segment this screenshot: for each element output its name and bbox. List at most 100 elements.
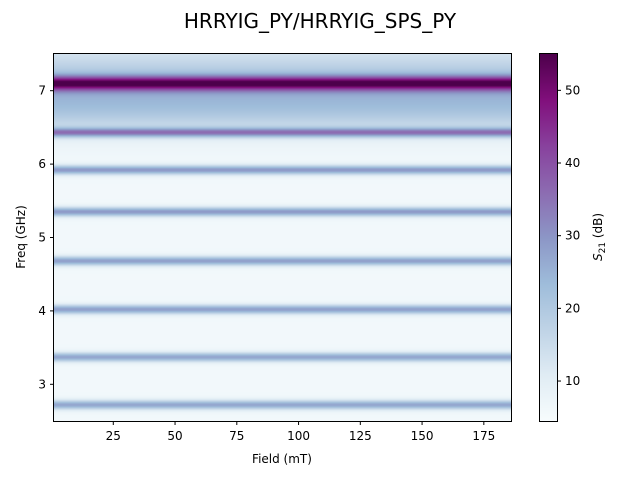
- heatmap-row: [54, 326, 511, 328]
- colorbar-cell: [540, 377, 557, 379]
- colorbar-cell: [540, 363, 557, 365]
- colorbar-cell: [540, 177, 557, 179]
- heatmap-row: [54, 206, 511, 208]
- colorbar-cell: [540, 56, 557, 58]
- heatmap-row: [54, 136, 511, 138]
- colorbar-cell: [540, 164, 557, 166]
- colorbar-cell: [540, 389, 557, 391]
- heatmap-row: [54, 372, 511, 374]
- heatmap-row: [54, 215, 511, 217]
- colorbar-tick-label: 50: [565, 83, 580, 97]
- heatmap-row: [54, 309, 511, 311]
- heatmap-row: [54, 93, 511, 95]
- heatmap-row: [54, 355, 511, 357]
- colorbar-cell: [540, 354, 557, 356]
- heatmap-row: [54, 250, 511, 252]
- x-tick-label: 100: [287, 429, 310, 443]
- heatmap-row: [54, 236, 511, 238]
- colorbar-label: S21 (dB): [591, 213, 608, 261]
- colorbar-cell: [540, 397, 557, 399]
- heatmap-row: [54, 366, 511, 368]
- colorbar-cell: [540, 255, 557, 257]
- heatmap-row: [54, 323, 511, 325]
- colorbar-cell: [540, 227, 557, 229]
- colorbar-cell: [540, 226, 557, 228]
- heatmap-row: [54, 387, 511, 389]
- colorbar-cell: [540, 106, 557, 108]
- colorbar-cell: [540, 198, 557, 200]
- colorbar-cell: [540, 183, 557, 185]
- colorbar-cell: [540, 191, 557, 193]
- colorbar-tick-label: 40: [565, 156, 580, 170]
- heatmap-row: [54, 358, 511, 360]
- colorbar-cell: [540, 370, 557, 372]
- colorbar-cell: [540, 272, 557, 274]
- heatmap-row: [54, 117, 511, 119]
- colorbar-cell: [540, 261, 557, 263]
- colorbar-cell: [540, 352, 557, 354]
- colorbar-cell: [540, 151, 557, 153]
- colorbar-cell: [540, 387, 557, 389]
- heatmap-row: [54, 148, 511, 150]
- heatmap-row: [54, 317, 511, 319]
- colorbar-cell: [540, 157, 557, 159]
- colorbar-cell: [540, 386, 557, 388]
- colorbar-cell: [540, 367, 557, 369]
- colorbar-cell: [540, 223, 557, 225]
- heatmap-row: [54, 263, 511, 265]
- colorbar-cell: [540, 350, 557, 352]
- heatmap-row: [54, 115, 511, 117]
- heatmap-row: [54, 161, 511, 163]
- colorbar-cell: [540, 153, 557, 155]
- heatmap-row: [54, 76, 511, 78]
- heatmap-row: [54, 130, 511, 132]
- heatmap-row: [54, 314, 511, 316]
- heatmap-row: [54, 286, 511, 288]
- colorbar-cell: [540, 123, 557, 125]
- colorbar-cell: [540, 127, 557, 129]
- colorbar-cell: [540, 148, 557, 150]
- colorbar-cell: [540, 316, 557, 318]
- colorbar-cell: [540, 80, 557, 82]
- colorbar-cell: [540, 115, 557, 117]
- heatmap-row: [54, 357, 511, 359]
- colorbar-cell: [540, 391, 557, 393]
- colorbar-cell: [540, 336, 557, 338]
- heatmap-row: [54, 319, 511, 321]
- colorbar-cell: [540, 81, 557, 83]
- colorbar-cell: [540, 356, 557, 358]
- heatmap-row: [54, 392, 511, 394]
- colorbar-cell: [540, 204, 557, 206]
- colorbar-cell: [540, 320, 557, 322]
- colorbar-cell: [540, 236, 557, 238]
- heatmap-row: [54, 235, 511, 237]
- colorbar-cell: [540, 54, 557, 56]
- colorbar-cell: [540, 143, 557, 145]
- heatmap-row: [54, 419, 511, 421]
- colorbar-cell: [540, 72, 557, 74]
- colorbar-cell: [540, 231, 557, 233]
- colorbar-cell: [540, 376, 557, 378]
- heatmap-row: [54, 99, 511, 101]
- colorbar-cell: [540, 325, 557, 327]
- colorbar-cell: [540, 250, 557, 252]
- heatmap-row: [54, 279, 511, 281]
- colorbar-cell: [540, 146, 557, 148]
- heatmap-row: [54, 112, 511, 114]
- heatmap-row: [54, 412, 511, 414]
- heatmap-row: [54, 158, 511, 160]
- heatmap-row: [54, 379, 511, 381]
- heatmap-row: [54, 60, 511, 62]
- heatmap-row: [54, 272, 511, 274]
- colorbar-cell: [540, 68, 557, 70]
- heatmap-row: [54, 311, 511, 313]
- colorbar-cell: [540, 416, 557, 418]
- colorbar-cell: [540, 266, 557, 268]
- heatmap-row: [54, 420, 511, 422]
- heatmap-row: [54, 82, 511, 84]
- colorbar-cell: [540, 302, 557, 304]
- colorbar-cell: [540, 77, 557, 79]
- heatmap-row: [54, 407, 511, 409]
- colorbar-cell: [540, 296, 557, 298]
- heatmap-row: [54, 205, 511, 207]
